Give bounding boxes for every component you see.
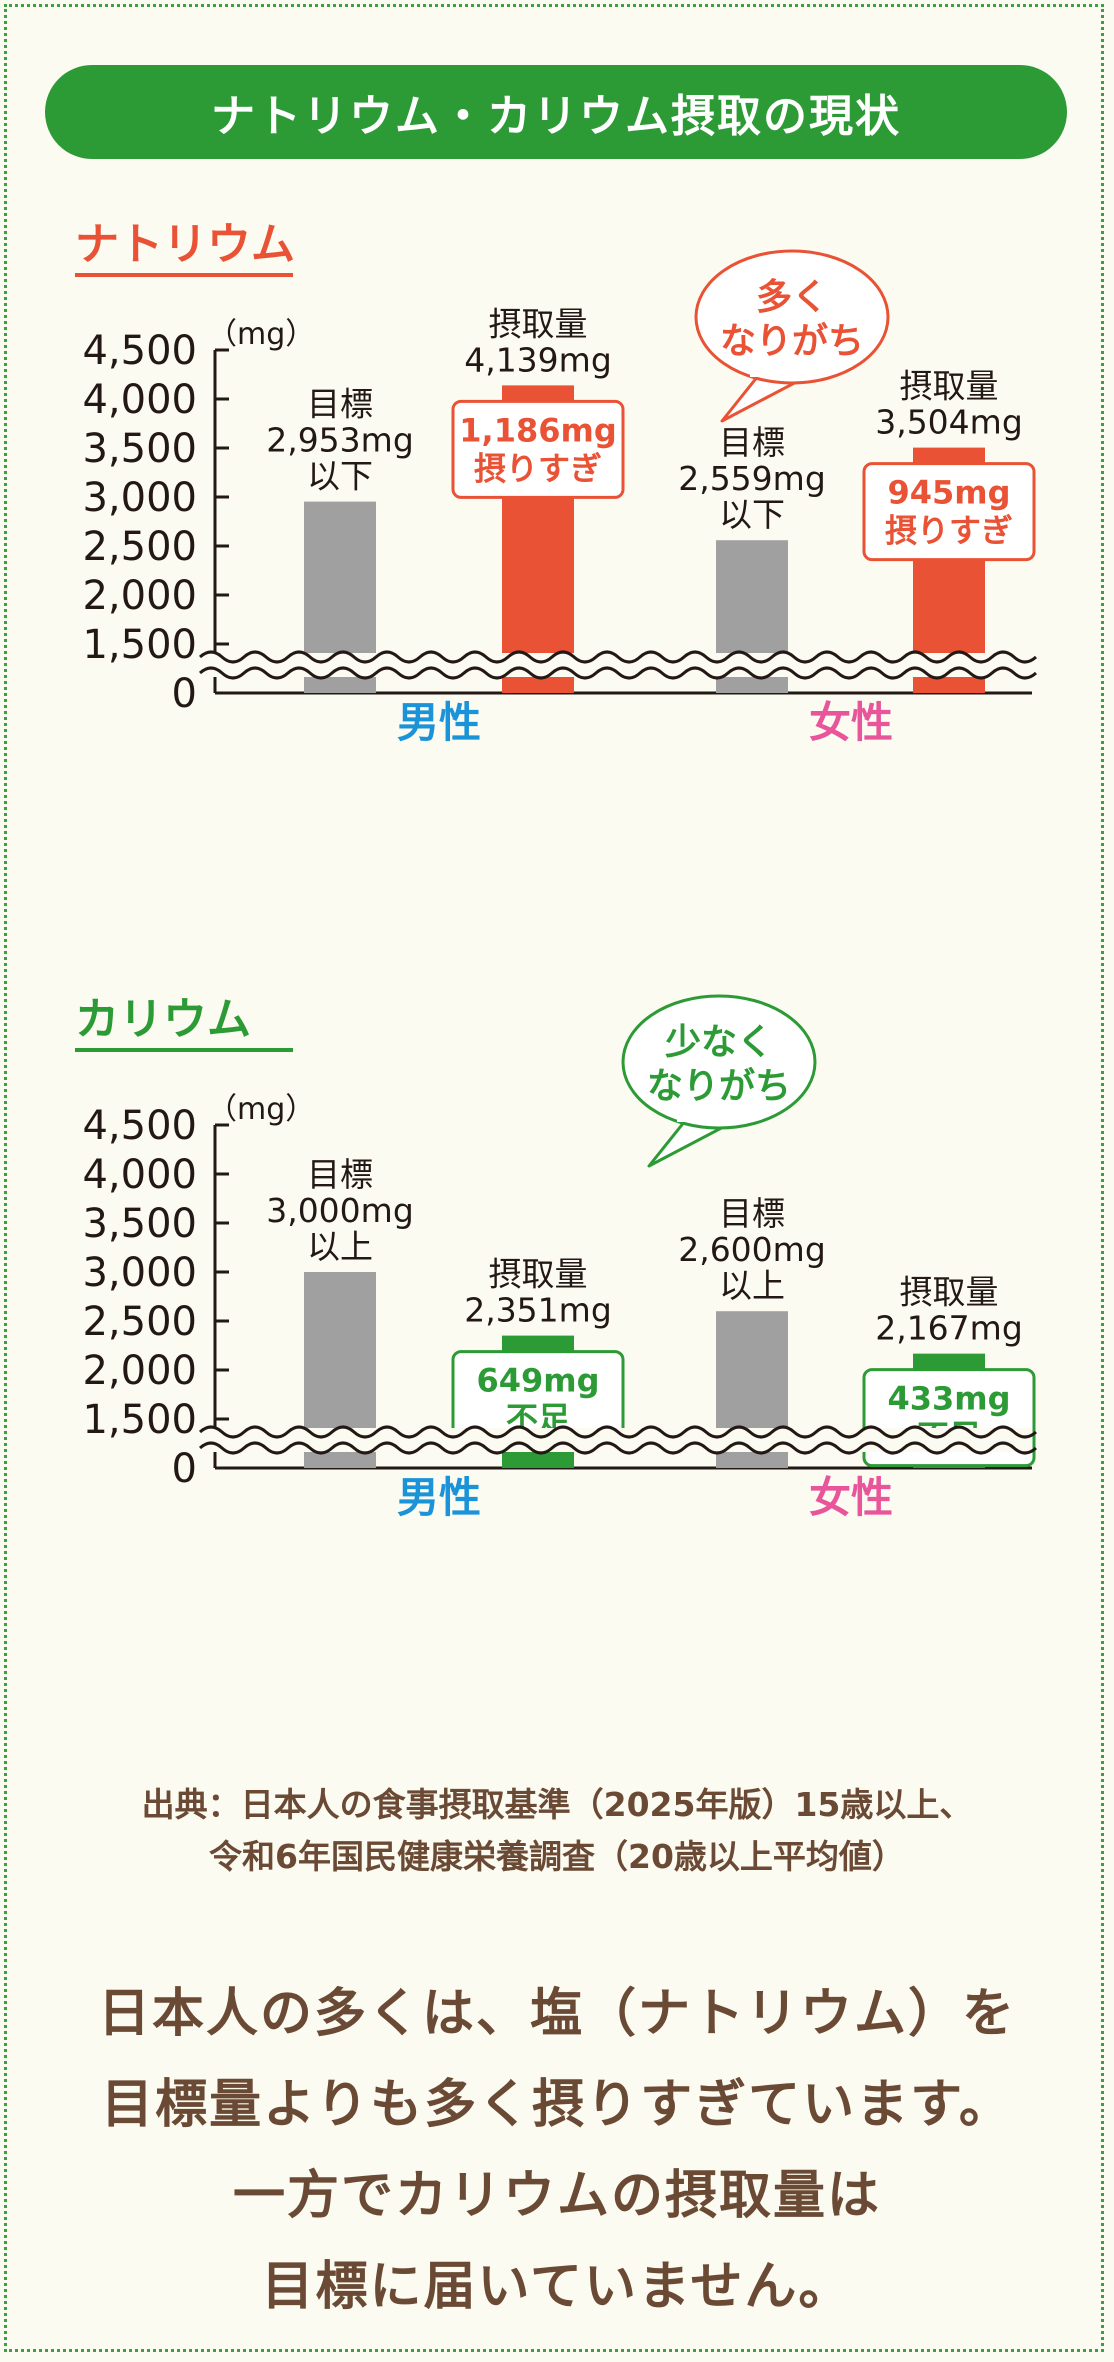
y-tick-label: 0 [172, 1446, 197, 1492]
axis-break-wave [198, 666, 1038, 680]
intake-bar-label: 2,351mg [464, 1291, 612, 1330]
y-tick-label: 2,500 [82, 1299, 197, 1345]
sodium-chart: ナトリウム（mg）4,5004,0003,5003,0002,5002,0001… [75, 219, 1038, 747]
difference-label: 945mg [887, 474, 1010, 512]
difference-label: 1,186mg [459, 411, 616, 449]
intake-bar-label: 摂取量 [900, 367, 999, 406]
source-line-2: 令和6年国民健康栄養調査（20歳以上平均値） [209, 1837, 905, 1876]
target-bar-label: 2,953mg [266, 421, 414, 460]
y-tick-label: 4,000 [82, 1152, 197, 1198]
difference-box [862, 462, 1036, 562]
infographic-frame: ナトリウム・カリウム摂取の現状 ナトリウム （mg） 4,500 4,000 3,500… [4, 4, 1104, 2352]
message-line-1: 日本人の多くは、塩（ナトリウム）を [97, 1984, 1016, 2044]
y-tick-label: 1,500 [82, 622, 197, 668]
difference-label: 649mg [476, 1362, 599, 1400]
category-label: 男性 [397, 1473, 481, 1522]
y-tick-label: 2,000 [82, 1348, 197, 1394]
target-bar-label: 2,600mg [678, 1230, 826, 1269]
speech-bubble-text: なりがち [720, 321, 864, 362]
axis-break-wave [198, 1441, 1038, 1455]
source-line-1: 出典：日本人の食事摂取基準（2025年版）15歳以上、 [141, 1785, 973, 1824]
target-bar-label: 2,559mg [678, 459, 826, 498]
intake-bar-label: 2,167mg [875, 1309, 1023, 1348]
y-tick-label: 4,500 [82, 328, 197, 374]
difference-label: 摂りすぎ [885, 512, 1013, 550]
y-tick-label: 2,500 [82, 524, 197, 570]
y-tick-label: 0 [172, 671, 197, 717]
message-line-4: 目標に届いていません。 [261, 2257, 853, 2317]
intake-bar-label: 摂取量 [489, 1255, 588, 1294]
difference-label: 433mg [887, 1380, 1010, 1418]
speech-bubble [621, 994, 817, 1130]
target-bar-label: 目標 [307, 1155, 373, 1194]
speech-bubble-text: 少なく [665, 1022, 773, 1063]
source-note: 出典：日本人の食事摂取基準（2025年版）15歳以上、 令和6年国民健康栄養調査… [7, 1779, 1107, 1883]
speech-bubble [694, 249, 890, 385]
target-bar-label: 目標 [719, 1194, 785, 1233]
target-bar-label: 目標 [307, 385, 373, 424]
axis-break-wave [198, 1425, 1038, 1439]
target-bar-label: 目標 [719, 423, 785, 462]
intake-bar-label: 4,139mg [464, 340, 612, 379]
category-label: 女性 [809, 1473, 893, 1522]
target-bar-label: 以下 [307, 457, 373, 496]
y-tick-label: 3,500 [82, 426, 197, 472]
target-bar-label: 以下 [719, 495, 785, 534]
category-label: 男性 [397, 698, 481, 747]
axis-break-wave [198, 650, 1038, 664]
speech-bubble-text: なりがち [647, 1066, 791, 1107]
target-bar-label: 以上 [307, 1227, 373, 1266]
speech-bubble-text: 多く [756, 277, 828, 318]
summary-message: 日本人の多くは、塩（ナトリウム）を 目標量よりも多く摂りすぎています。 一方でカ… [7, 1969, 1107, 2333]
intake-bar-label: 3,504mg [875, 403, 1023, 442]
potassium-chart: カリウム （mg） 4,5004,0003,5003,0002,5002,0001,… [75, 994, 1038, 1522]
y-tick-label: 2,000 [82, 573, 197, 619]
difference-box [451, 399, 625, 499]
y-axis-unit-label: （mg） [207, 317, 315, 352]
y-tick-label: 4,000 [82, 377, 197, 423]
chart-title: ナトリウム [75, 219, 295, 270]
y-tick-label: 4,500 [82, 1103, 197, 1149]
message-line-3: 一方でカリウムの摂取量は [232, 2166, 881, 2226]
intake-bar-label: 摂取量 [900, 1273, 999, 1312]
target-bar-label: 以上 [719, 1266, 785, 1305]
y-tick-label: 1,500 [82, 1397, 197, 1443]
y-tick-label: 3,500 [82, 1201, 197, 1247]
target-bar-label: 3,000mg [266, 1191, 414, 1230]
chart-title: カリウム [75, 994, 251, 1045]
y-tick-label: 3,000 [82, 475, 197, 521]
y-axis-unit-label: （mg） [207, 1092, 315, 1127]
page-title: ナトリウム・カリウム摂取の現状 [45, 65, 1067, 159]
difference-label: 摂りすぎ [474, 449, 602, 487]
y-tick-label: 3,000 [82, 1250, 197, 1296]
speech-bubble-join [677, 1108, 725, 1122]
speech-bubble-join [750, 363, 798, 377]
message-line-2: 目標量よりも多く摂りすぎています。 [101, 2075, 1013, 2135]
category-label: 女性 [809, 698, 893, 747]
intake-bar-label: 摂取量 [489, 304, 588, 343]
